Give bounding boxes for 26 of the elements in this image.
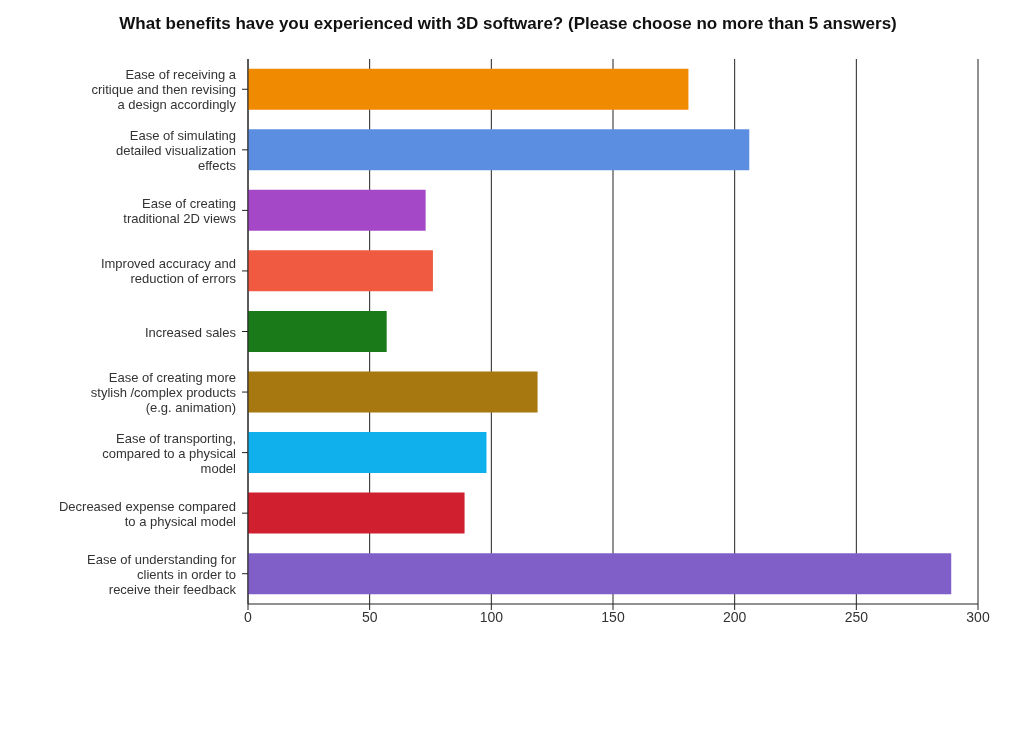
bar (248, 129, 750, 171)
x-tick-label: 250 (844, 608, 869, 625)
bar (248, 189, 426, 231)
y-tick-label: Improved accuracy and reduction of errors (100, 255, 237, 286)
bar (248, 553, 952, 595)
x-tick-label: 200 (722, 608, 747, 625)
y-tick-label: Decreased expense compared to a physical model (58, 498, 237, 529)
bar (248, 432, 487, 474)
y-tick-label: Ease of creating more stylish /complex products (e.g. animation) (90, 369, 237, 415)
bar (248, 492, 465, 534)
y-tick-label: Ease of understanding for clients in order to receive their feedback (87, 551, 237, 597)
y-tick-label: Increased sales (144, 324, 237, 339)
bar (248, 371, 538, 413)
x-tick-label: 100 (479, 608, 504, 625)
bar (248, 250, 433, 292)
x-tick-label: 50 (361, 608, 378, 625)
x-tick-label: 0 (244, 608, 253, 625)
y-tick-label: Ease of creating traditional 2D views (123, 195, 237, 226)
x-tick-label: 150 (601, 608, 625, 625)
y-tick-label: Ease of transporting, compared to a physical model (102, 430, 237, 476)
bar (248, 68, 689, 110)
y-tick-label: Ease of receiving a critique and then revising a design accordingly (91, 66, 237, 112)
x-tick-label: 300 (966, 608, 990, 625)
chart-title: What benefits have you experienced with 3D software? (Please choose no more than 5 answers) (118, 14, 898, 34)
bar (248, 310, 387, 352)
y-tick-label: Ease of simulating detailed visualization effects (116, 127, 237, 173)
